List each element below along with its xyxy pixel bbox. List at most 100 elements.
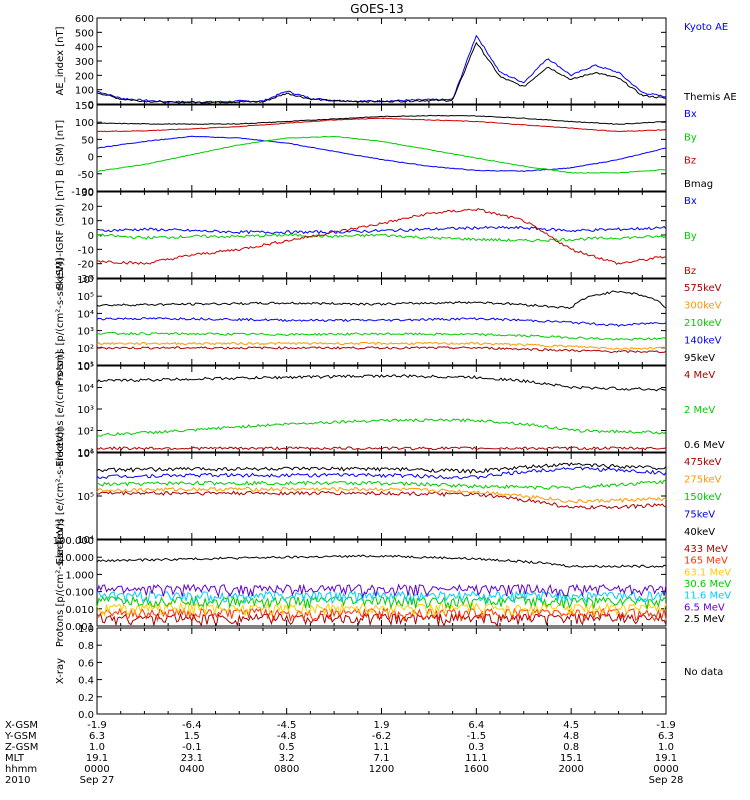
y-tick-label: 0.100: [65, 588, 94, 599]
y-tick-label: 10⁵: [77, 362, 94, 373]
series-line-0: [96, 135, 666, 173]
footer-row-label: 2010: [5, 775, 30, 786]
panel-frame: [96, 627, 667, 715]
y-tick-label: 10⁶: [77, 449, 94, 460]
y-tick-label: -30: [78, 274, 94, 285]
y-tick-label: 0: [88, 100, 94, 111]
footer-value: 0.3: [468, 742, 484, 753]
footer-value: -4.5: [277, 720, 297, 731]
y-tick-label: 0: [88, 153, 94, 164]
series-line-6: [96, 554, 667, 569]
footer-value: 0800: [274, 764, 299, 775]
footer-value: 6.3: [658, 731, 674, 742]
footer-value: 11.1: [465, 753, 487, 764]
y-tick-label: 10¹: [77, 448, 94, 459]
y-tick-label: 0.4: [78, 676, 94, 687]
y-tick-label: 10³: [77, 327, 94, 338]
chart-title: GOES-13: [350, 2, 404, 16]
legend-entry: 140keV: [684, 336, 722, 347]
legend-entry: 30.6 MeV: [684, 579, 731, 590]
footer-value: 3.2: [279, 753, 295, 764]
y-tick-label: 0.010: [65, 605, 94, 616]
series-line-1: [96, 233, 667, 243]
series-line-0: [96, 446, 667, 451]
footer-value: 1.0: [658, 742, 674, 753]
series-line-3: [96, 317, 667, 327]
y-tick-label: 10⁴: [77, 309, 94, 320]
y-tick-label: 10⁶: [77, 275, 94, 286]
legend-entry: 150keV: [684, 492, 722, 503]
y-tick-label: 10⁴: [77, 535, 94, 546]
legend-entry: 0.6 MeV: [684, 440, 725, 451]
panel-3: 10¹ 10² 10³ 10⁴ 10⁵ 10⁶ Protons [p/(cm²-s-sr-k…: [55, 258, 722, 386]
y-tick-label: -20: [78, 260, 94, 271]
y-axis-label: Protons [p/(cm²-s-sr-keV)]: [55, 519, 66, 647]
y-tick-label: 10.000: [59, 553, 94, 564]
footer-row-label: X-GSM: [5, 720, 38, 731]
footer-value: 4.8: [563, 731, 579, 742]
footer-value: -6.4: [182, 720, 202, 731]
y-axis-label: X-ray: [55, 658, 66, 684]
footer-value: 19.1: [86, 753, 108, 764]
footer-value: 15.1: [560, 753, 582, 764]
y-tick-label: -100: [71, 187, 94, 198]
series-line-2: [96, 331, 667, 341]
legend-entry: 63.1 MeV: [684, 567, 731, 578]
y-axis-label: Electrons [e/(cm²-s-sr-keV)]: [55, 427, 66, 564]
y-tick-label: 30: [81, 188, 94, 199]
footer-row-label: MLT: [5, 753, 25, 764]
y-tick-label: 600: [75, 14, 94, 25]
footer-value: 1600: [464, 764, 489, 775]
legend-entry: 475keV: [684, 457, 722, 468]
y-tick-label: 300: [75, 57, 94, 68]
y-tick-label: 10⁵: [77, 492, 94, 503]
panel-frame: [96, 278, 667, 366]
series-line-2: [96, 479, 667, 491]
legend-entry: 95keV: [684, 353, 715, 364]
y-tick-label: 150: [75, 101, 94, 112]
y-axis-label: Protons [p/(cm²-s-sr-keV)]: [55, 258, 66, 386]
footer-value: 0000: [653, 764, 678, 775]
panel-6: 0.001 0.010 0.100 1.000 10.000 100.000Protons…: [53, 519, 732, 647]
y-tick-label: 0: [88, 231, 94, 242]
legend-entry: 210keV: [684, 318, 722, 329]
y-tick-label: 10: [81, 217, 94, 228]
footer-row-label: hhmm: [5, 764, 37, 775]
legend-entry: Bz: [684, 266, 696, 277]
footer-row-label: Z-GSM: [5, 742, 38, 753]
legend-entry: 165 MeV: [684, 556, 728, 567]
footer-value: 19.1: [655, 753, 677, 764]
legend-entry: 2 MeV: [684, 405, 715, 416]
series-line-1: [96, 135, 667, 174]
y-axis-label: B (SM)-IGRF (SM) [nT]: [55, 180, 66, 289]
footer-value: 1.1: [374, 742, 390, 753]
panel-frame: [96, 17, 667, 105]
series-line-1: [96, 486, 667, 504]
y-tick-label: 0.2: [78, 693, 94, 704]
legend-entry: 300keV: [684, 301, 722, 312]
series-line-0: [96, 490, 667, 510]
footer-value: 0000: [84, 764, 109, 775]
legend-entry: 575keV: [684, 283, 722, 294]
y-axis-label: Electrons [e/(cm²-s-sr)]: [55, 351, 66, 467]
footer-value: 6.3: [89, 731, 105, 742]
y-tick-label: 0.0: [78, 710, 94, 721]
series-line-1: [96, 41, 667, 104]
legend-entry: 4 MeV: [684, 370, 715, 381]
y-tick-label: -50: [78, 170, 94, 181]
series-line-3: [96, 466, 667, 480]
series-line-4: [96, 290, 667, 310]
footer-value: 7.1: [374, 753, 390, 764]
legend-entry: 6.5 MeV: [684, 602, 725, 613]
y-tick-label: 500: [75, 28, 94, 39]
footer-value: Sep 27: [80, 775, 115, 786]
footer-row-label: Y-GSM: [4, 731, 37, 742]
series-line-1: [96, 418, 667, 437]
legend-entry: Bx: [684, 109, 697, 120]
legend-entry: By: [684, 132, 697, 143]
panel-7: 0.0 0.2 0.4 0.6 0.8 1.0 X-ray No data: [55, 624, 723, 721]
legend-entry: By: [684, 231, 697, 242]
panel-4: 10¹ 10² 10³ 10⁴ 10⁵ Electrons [e/(cm²-s-sr)] 4…: [55, 351, 725, 467]
